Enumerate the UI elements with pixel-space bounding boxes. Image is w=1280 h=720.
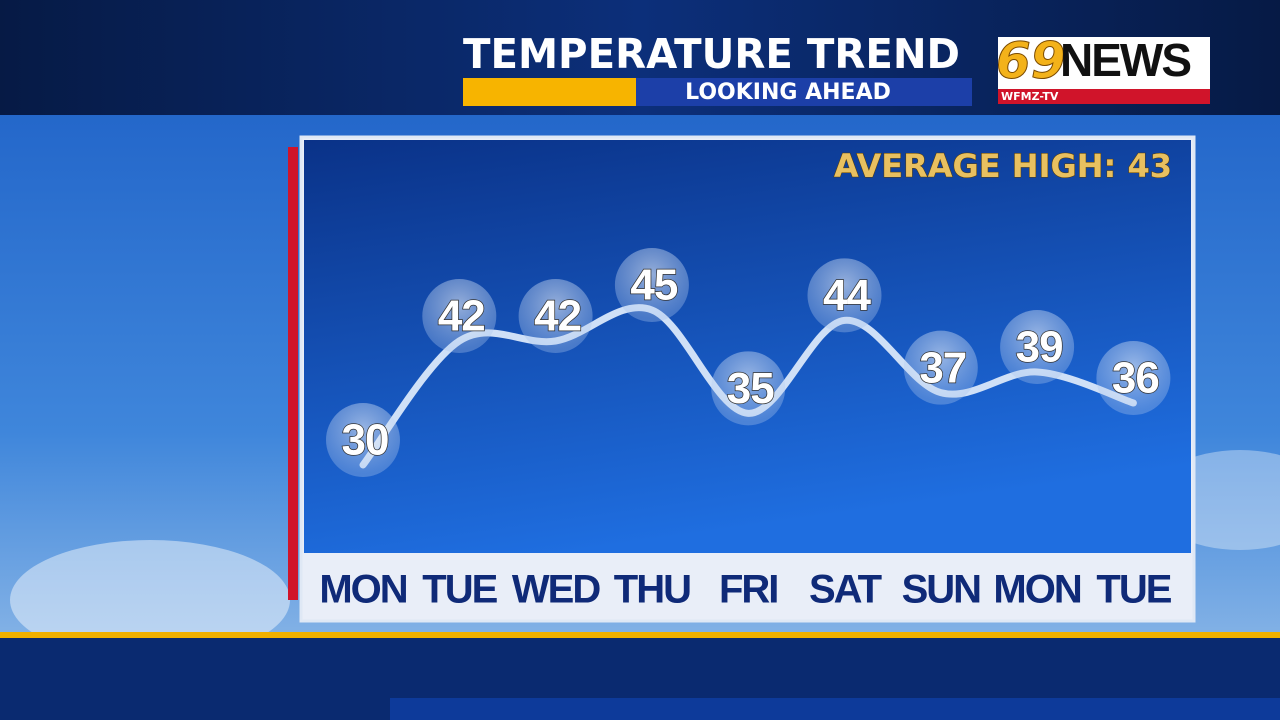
- side-bar: [288, 147, 298, 600]
- temp-bubble: [614, 248, 689, 322]
- accent-bar: [463, 78, 636, 106]
- cloud: [10, 540, 290, 660]
- logo-station: WFMZ-TV: [1001, 90, 1059, 103]
- temp-label: 42: [534, 292, 581, 341]
- temp-label: 30: [342, 416, 389, 465]
- temp-bubble: [422, 279, 497, 353]
- temp-label: 37: [919, 343, 966, 392]
- temp-bubble: [807, 258, 882, 333]
- subtitle-bar: [636, 78, 972, 106]
- temp-bubble: [1096, 341, 1171, 415]
- subtitle: LOOKING AHEAD: [685, 80, 891, 105]
- title: TEMPERATURE TREND: [463, 30, 960, 78]
- day-label: MON: [993, 568, 1080, 612]
- temp-bubble: [326, 403, 400, 477]
- logo-number: 69: [996, 32, 1066, 90]
- temp-label: 44: [823, 271, 871, 320]
- logo-strip: [998, 89, 1210, 104]
- temp-label: 36: [1112, 354, 1159, 403]
- gold-line: [0, 632, 1280, 638]
- temp-bubble: [903, 330, 978, 405]
- temp-label: 35: [727, 364, 774, 413]
- day-label: THU: [614, 568, 690, 612]
- temp-label: 39: [1016, 323, 1063, 372]
- logo-box: [998, 37, 1210, 89]
- temp-bubble: [518, 279, 593, 353]
- day-label: WED: [512, 568, 600, 612]
- temp-bubble: [711, 351, 786, 426]
- day-label: SUN: [902, 568, 981, 612]
- bottom-ticker: [390, 698, 1280, 720]
- annotation: AVERAGE HIGH: 43: [834, 147, 1172, 185]
- day-label: FRI: [719, 568, 777, 612]
- day-label: SAT: [809, 568, 882, 612]
- logo-word: NEWS: [1060, 34, 1190, 86]
- day-label: MON: [319, 568, 406, 612]
- day-label: TUE: [1096, 568, 1171, 612]
- temp-label: 42: [438, 292, 485, 341]
- temp-bubble: [1000, 310, 1075, 384]
- temp-label: 45: [630, 261, 677, 310]
- day-label: TUE: [422, 568, 497, 612]
